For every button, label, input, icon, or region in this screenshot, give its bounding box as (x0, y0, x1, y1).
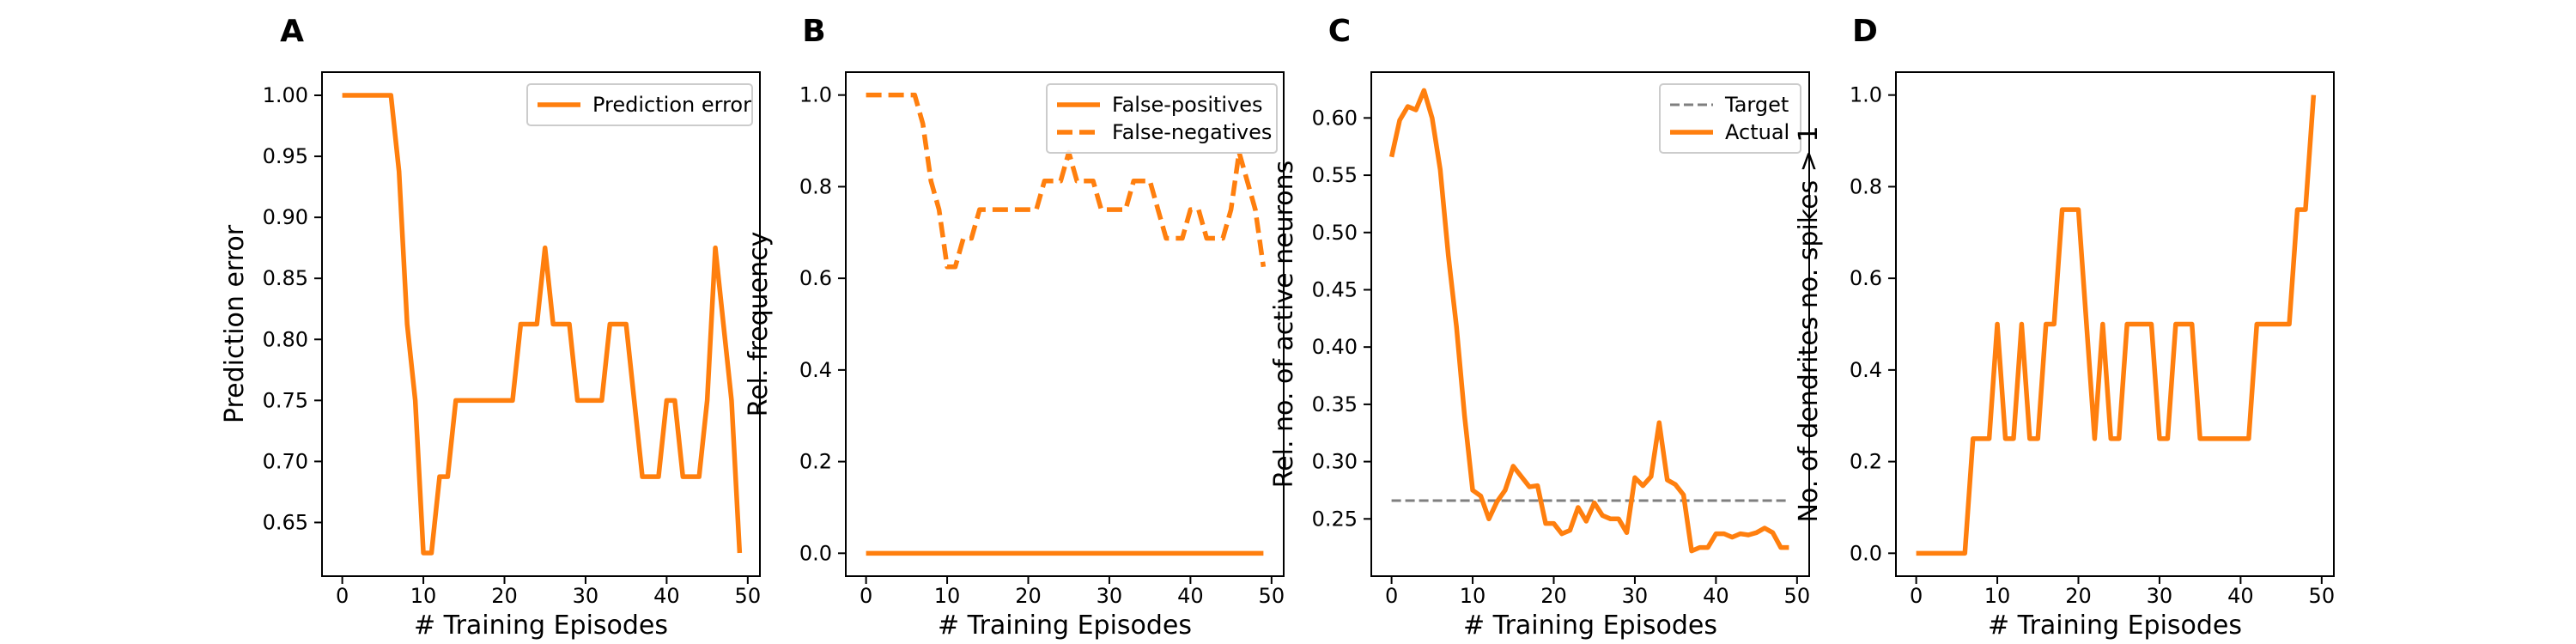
x-tick-label: 30 (1097, 584, 1123, 608)
x-tick-label: 10 (934, 584, 961, 608)
y-tick-label: 0.45 (1312, 277, 1358, 301)
x-axis-label: # Training Episodes (414, 611, 668, 641)
x-axis-label: # Training Episodes (1988, 611, 2242, 641)
x-tick-label: 30 (573, 584, 599, 608)
axes-frame (845, 71, 1285, 577)
x-tick-label: 50 (735, 584, 762, 608)
x-tick-label: 40 (1703, 584, 1729, 608)
y-tick-label: 0.70 (263, 449, 308, 473)
y-axis-label: No. of dendrites no. spikes > 1 (1794, 125, 1824, 522)
panel-b: B 0 10 20 30 40 50 0.0 0.2 0.4 0.6 0.8 1.0 # Training… (744, 14, 1285, 641)
panel-letter: C (1328, 14, 1351, 49)
legend: False-positives False-negatives (1046, 83, 1278, 154)
panel-d: D 0 10 20 30 40 50 0.0 0.2 0.4 0.6 0.8 1.0 # Training… (1794, 14, 2335, 641)
x-tick-label: 50 (1784, 584, 1811, 608)
x-tick-label: 0 (860, 584, 872, 608)
x-tick-label: 10 (1984, 584, 2011, 608)
legend-label: False-positives (1112, 93, 1263, 117)
y-tick-label: 0.75 (263, 388, 308, 412)
panel-letter: A (280, 14, 304, 49)
series-line-false-negatives (866, 92, 1267, 270)
y-tick-label: 0.60 (1312, 106, 1358, 130)
panel-c: C 0 10 20 30 40 50 0.25 0.30 0.35 0.40 0.45 0.50 0.55… (1269, 14, 1810, 641)
legend-label: Actual (1725, 120, 1789, 144)
legend-label: False-negatives (1112, 120, 1272, 144)
axes-frame (1895, 71, 2335, 577)
y-tick-label: 0.25 (1312, 507, 1358, 531)
y-tick-label: 0.65 (263, 510, 308, 534)
legend-label: Prediction error (592, 93, 751, 117)
y-tick-label: 1.0 (1850, 83, 1882, 107)
legend-box (1659, 83, 1801, 154)
legend: Prediction error (526, 83, 753, 126)
y-tick-label: 0.35 (1312, 392, 1358, 416)
panel-letter: B (802, 14, 825, 49)
y-tick-label: 0.8 (799, 174, 832, 198)
x-tick-label: 10 (1460, 584, 1486, 608)
y-tick-label: 0.6 (1850, 266, 1882, 290)
y-axis-label: Rel. no. of active neurons (1269, 161, 1299, 489)
panel-letter: D (1852, 14, 1878, 49)
axes-frame (1370, 71, 1810, 577)
x-tick-label: 0 (1910, 584, 1923, 608)
y-tick-label: 0.2 (799, 450, 832, 474)
x-tick-label: 20 (2065, 584, 2092, 608)
y-tick-label: 0.50 (1312, 221, 1358, 245)
y-tick-label: 0.2 (1850, 450, 1882, 474)
x-axis-label: # Training Episodes (1463, 611, 1717, 641)
legend-box (1046, 83, 1278, 154)
series-line-actual (1388, 88, 1789, 554)
y-tick-label: 0.6 (799, 266, 832, 290)
y-tick-label: 1.00 (263, 83, 308, 107)
x-tick-label: 30 (2147, 584, 2173, 608)
x-tick-label: 20 (491, 584, 518, 608)
x-tick-label: 40 (1177, 584, 1204, 608)
y-tick-label: 0.90 (263, 205, 308, 229)
panel-a: A 0 10 20 30 40 50 0.65 0.70 0.75 0.80 0.85 0.90 0.95… (220, 14, 761, 641)
series-line-prediction-error (342, 93, 743, 556)
legend-box (526, 83, 753, 126)
legend-label: Target (1724, 93, 1789, 117)
y-axis-label: Rel. frequency (744, 232, 774, 417)
y-tick-label: 0.0 (799, 541, 832, 565)
y-tick-label: 0.40 (1312, 335, 1358, 359)
y-tick-label: 0.4 (799, 358, 832, 382)
x-axis-label: # Training Episodes (938, 611, 1192, 641)
x-tick-label: 40 (2227, 584, 2254, 608)
x-tick-label: 50 (2309, 584, 2336, 608)
x-tick-label: 10 (410, 584, 437, 608)
y-tick-label: 1.0 (799, 83, 832, 107)
y-tick-label: 0.4 (1850, 358, 1882, 382)
y-tick-label: 0.30 (1312, 450, 1358, 474)
x-tick-label: 20 (1540, 584, 1567, 608)
legend: Target Actual (1659, 83, 1801, 154)
x-tick-label: 0 (1385, 584, 1398, 608)
y-tick-label: 0.0 (1850, 541, 1882, 565)
y-tick-label: 0.85 (263, 266, 308, 290)
y-tick-label: 0.55 (1312, 163, 1358, 187)
y-tick-label: 0.80 (263, 327, 308, 351)
y-axis-label: Prediction error (220, 224, 250, 423)
y-tick-label: 0.8 (1850, 174, 1882, 198)
x-tick-label: 40 (653, 584, 680, 608)
x-tick-label: 20 (1015, 584, 1042, 608)
x-tick-label: 50 (1259, 584, 1285, 608)
x-tick-label: 0 (336, 584, 349, 608)
series-line-series-0 (1916, 94, 2317, 556)
axes-frame (321, 71, 761, 577)
x-tick-label: 30 (1622, 584, 1649, 608)
y-tick-label: 0.95 (263, 144, 308, 168)
